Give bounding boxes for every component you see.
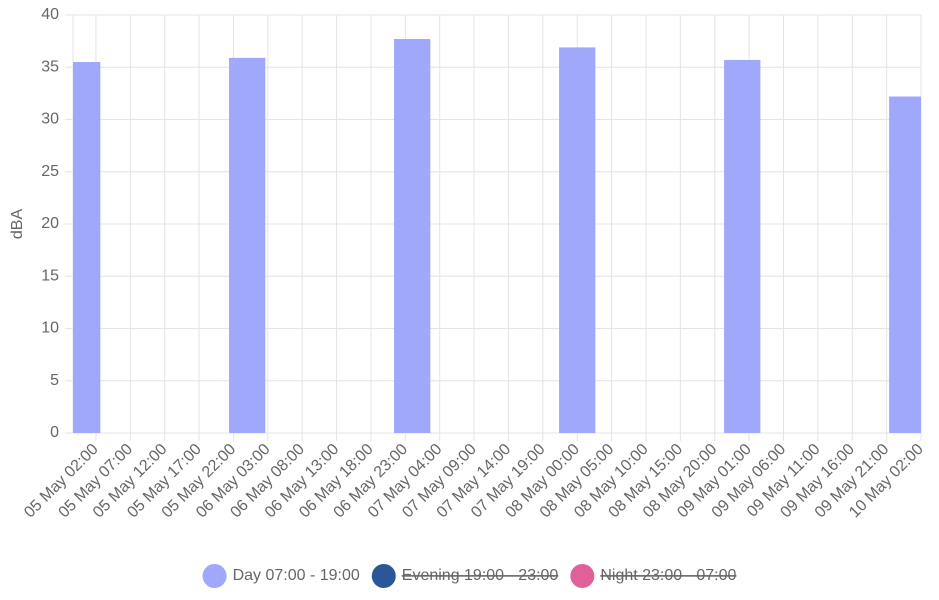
y-tick-label: 30 [41,111,59,128]
y-tick-label: 5 [50,372,59,389]
legend-label: Evening 19:00 - 23:00 [402,567,559,584]
bar [724,59,761,434]
y-tick-label: 25 [41,163,59,180]
bar [73,62,101,434]
legend-item[interactable]: Day 07:00 - 19:00 [202,564,360,588]
legend-marker [371,564,396,588]
plot-area [73,39,921,434]
bar [229,57,266,433]
y-tick-label: 35 [41,58,59,75]
legend-item[interactable]: Evening 19:00 - 23:00 [371,564,559,588]
legend-marker [570,564,595,588]
y-tick-label: 20 [41,215,59,232]
bar [394,39,431,433]
y-tick-label: 0 [50,424,59,441]
y-tick-label: 10 [41,320,59,337]
legend-label: Night 23:00 - 07:00 [600,567,736,584]
y-tick-label: 15 [41,267,59,284]
bar [559,47,596,434]
y-tick-label: 40 [41,6,59,23]
legend-marker [202,564,227,588]
legend-label: Day 07:00 - 19:00 [233,567,360,584]
bar [889,96,921,433]
legend-item[interactable]: Night 23:00 - 07:00 [570,564,737,588]
y-axis-label: dBA [9,209,26,240]
